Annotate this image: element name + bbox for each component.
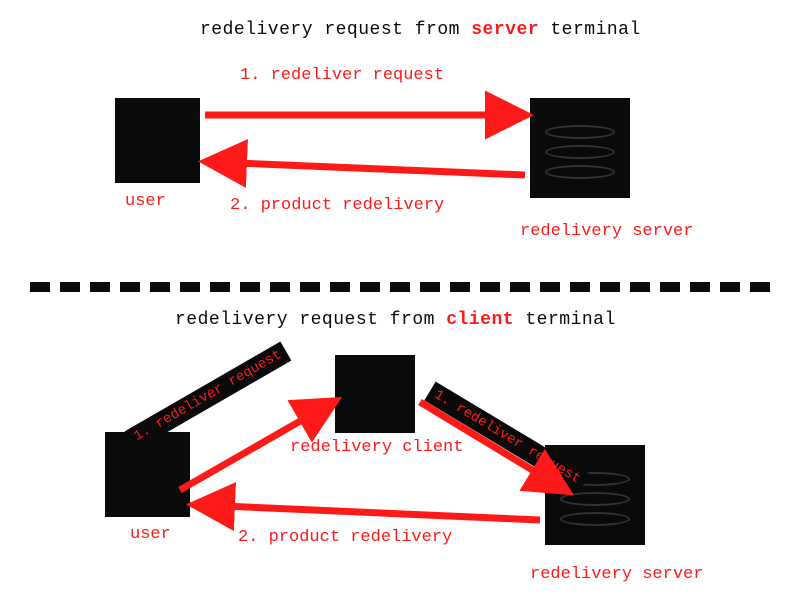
- bottom-server-label: redelivery server: [530, 565, 703, 584]
- top-title-accent: server: [471, 20, 539, 40]
- top-server-label: redelivery server: [520, 222, 693, 241]
- top-title-post: terminal: [539, 20, 641, 40]
- db-ring-icon: [560, 492, 630, 506]
- bottom-client-node: [335, 355, 415, 433]
- bottom-arrow2-label: 2. product redelivery: [238, 528, 452, 547]
- bottom-user-label: user: [130, 525, 171, 544]
- top-title: redelivery request from server terminal: [200, 20, 641, 40]
- section-divider: [30, 282, 770, 292]
- bottom-title: redelivery request from client terminal: [175, 310, 616, 330]
- top-server-node: [530, 98, 630, 198]
- top-title-pre: redelivery request from: [200, 20, 471, 40]
- top-user-node: [115, 98, 200, 183]
- top-arrow1-label: 1. redeliver request: [240, 66, 444, 85]
- top-user-label: user: [125, 192, 166, 211]
- bottom-client-label: redelivery client: [290, 438, 463, 457]
- bottom-title-accent: client: [446, 310, 514, 330]
- bottom-title-pre: redelivery request from: [175, 310, 446, 330]
- bottom-title-post: terminal: [514, 310, 616, 330]
- db-ring-icon: [545, 125, 615, 139]
- top-arrow2-label: 2. product redelivery: [230, 196, 444, 215]
- db-ring-icon: [545, 165, 615, 179]
- bottom-arrow1a-label: 1. redeliver request: [125, 341, 292, 450]
- db-ring-icon: [545, 145, 615, 159]
- bottom-user-node: [105, 432, 190, 517]
- db-ring-icon: [560, 512, 630, 526]
